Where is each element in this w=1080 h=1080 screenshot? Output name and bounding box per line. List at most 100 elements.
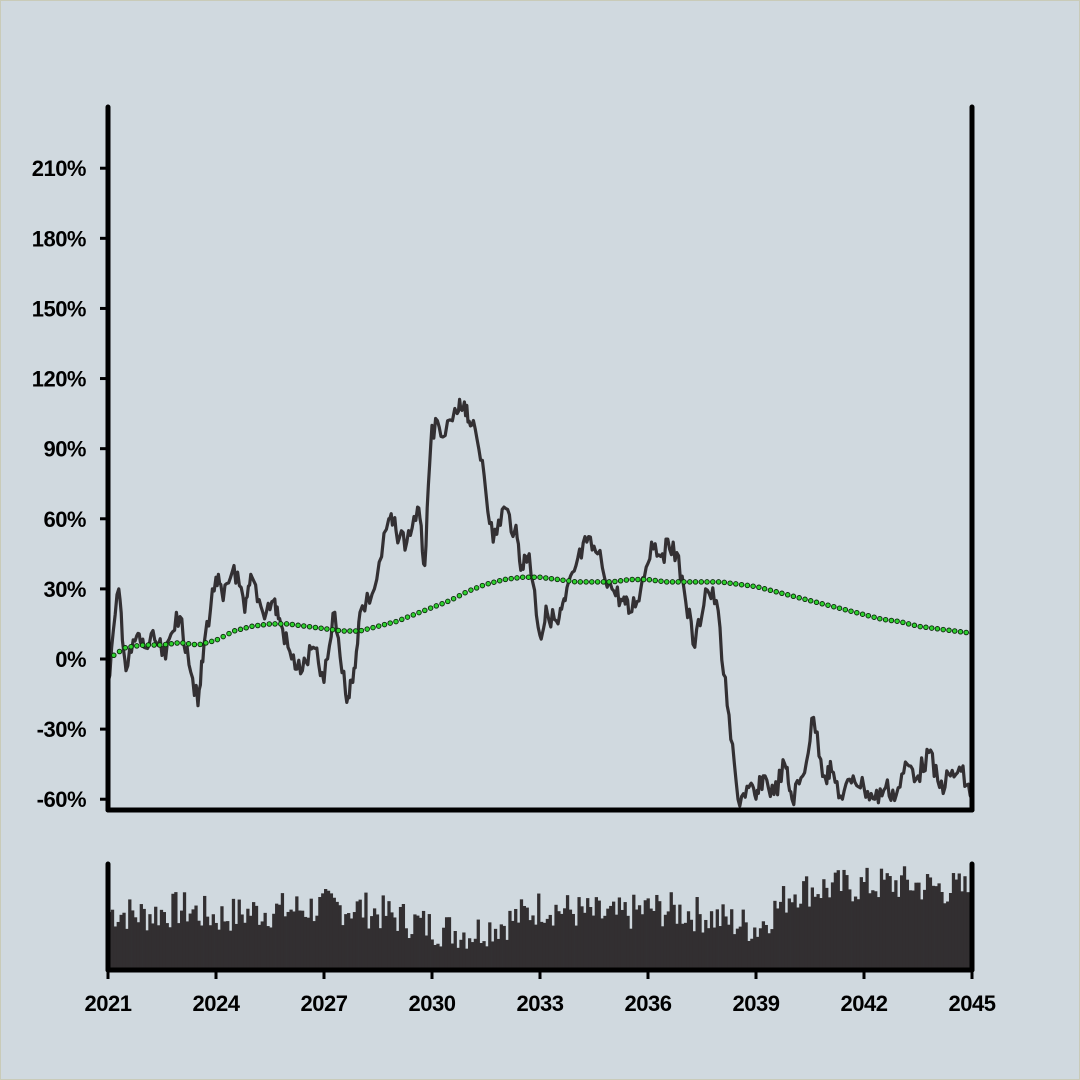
x-tick-label: 2039 — [733, 991, 780, 1016]
series-dot-green — [220, 633, 226, 640]
volume-bar — [600, 918, 604, 970]
volume-bar — [488, 922, 492, 970]
series-dot-green — [278, 621, 284, 627]
volume-bar — [159, 909, 164, 970]
volume-bar — [162, 912, 166, 970]
volume-bar — [283, 916, 287, 970]
volume-bar — [773, 900, 777, 970]
y-tick-label: 120% — [32, 367, 86, 392]
volume-bar — [678, 904, 682, 970]
series-dot-green — [289, 621, 296, 628]
series-dot-green — [548, 575, 555, 582]
series-dot-green — [462, 589, 468, 596]
series-dot-green — [335, 627, 342, 634]
volume-bar — [341, 925, 345, 970]
series-dot-green — [283, 621, 290, 627]
volume-bar — [882, 879, 886, 970]
series-dot-green — [756, 584, 762, 591]
volume-bar — [900, 875, 904, 970]
volume-bar — [470, 942, 475, 970]
volume-bar — [908, 890, 912, 970]
volume-bar — [681, 923, 685, 970]
series-dot-green — [496, 577, 503, 584]
volume-bar — [430, 939, 434, 970]
series-dot-green — [456, 592, 463, 599]
volume-bar — [652, 910, 656, 970]
series-dot-green — [617, 578, 624, 584]
volume-bar — [384, 915, 388, 970]
volume-bar — [761, 921, 766, 970]
volume-bar — [191, 909, 195, 970]
series-dot-green — [865, 612, 872, 619]
series-dot-green — [537, 574, 543, 580]
volume-bar — [335, 901, 339, 970]
volume-bar — [586, 898, 590, 970]
volume-bar — [672, 904, 676, 970]
volume-bar — [626, 915, 630, 970]
volume-bar — [145, 930, 149, 970]
volume-bar — [660, 926, 665, 970]
volume-bar — [868, 893, 872, 970]
volume-bar — [632, 894, 636, 970]
volume-bar — [243, 922, 247, 970]
volume-bar — [787, 898, 791, 970]
series-dot-green — [450, 595, 457, 602]
volume-bar — [957, 873, 961, 970]
series-dot-green — [433, 603, 440, 609]
series-dot-green — [669, 579, 676, 585]
series-dot-green — [404, 614, 411, 620]
volume-bar — [793, 894, 797, 970]
volume-bar — [747, 940, 751, 970]
volume-bar — [182, 892, 187, 970]
volume-bar — [439, 946, 443, 970]
volume-bar — [312, 921, 316, 970]
volume-bar — [738, 926, 742, 970]
volume-bar — [306, 917, 310, 970]
volume-bar — [839, 891, 843, 970]
series-line-solid — [108, 397, 972, 808]
volume-bar — [205, 916, 210, 970]
volume-bar — [675, 923, 679, 970]
volume-bar — [825, 887, 829, 970]
volume-bar — [577, 897, 581, 970]
volume-bar — [730, 909, 734, 970]
volume-bar — [298, 910, 302, 970]
x-tick-label: 2045 — [949, 991, 996, 1016]
volume-bar — [249, 915, 253, 970]
series-dot-green — [554, 576, 561, 583]
series-dot-green — [145, 642, 152, 648]
series-dot-green — [508, 575, 514, 582]
series-dot-green — [727, 580, 733, 586]
series-dot-green — [784, 592, 791, 598]
volume-bar — [923, 889, 927, 970]
y-tick-label: 90% — [43, 437, 86, 462]
volume-bar — [525, 907, 529, 970]
series-dot-green — [658, 578, 664, 584]
volume-bar — [499, 924, 503, 970]
volume-bar — [770, 929, 774, 970]
volume-bar — [744, 922, 748, 970]
volume-bar — [444, 917, 449, 970]
volume-bar — [246, 908, 250, 970]
series-dot-green — [226, 630, 232, 637]
series-dot-green — [324, 626, 330, 632]
volume-bar — [375, 914, 380, 970]
series-dot-green — [473, 585, 480, 591]
series-dot-green — [197, 641, 203, 648]
volume-bar — [413, 914, 417, 970]
volume-bar — [522, 905, 526, 970]
series-dot-green — [439, 600, 445, 607]
series-dot-green — [249, 623, 255, 630]
volume-bar — [781, 886, 786, 970]
volume-bar — [874, 891, 878, 970]
volume-bar — [275, 903, 279, 970]
series-dot-green — [237, 626, 244, 633]
volume-bar — [724, 916, 728, 970]
y-tick-label: 30% — [43, 577, 86, 602]
volume-bar — [574, 925, 578, 970]
volume-bar — [318, 897, 322, 970]
series-dot-green — [831, 603, 837, 610]
volume-bar — [231, 898, 236, 970]
volume-bar — [609, 905, 613, 970]
